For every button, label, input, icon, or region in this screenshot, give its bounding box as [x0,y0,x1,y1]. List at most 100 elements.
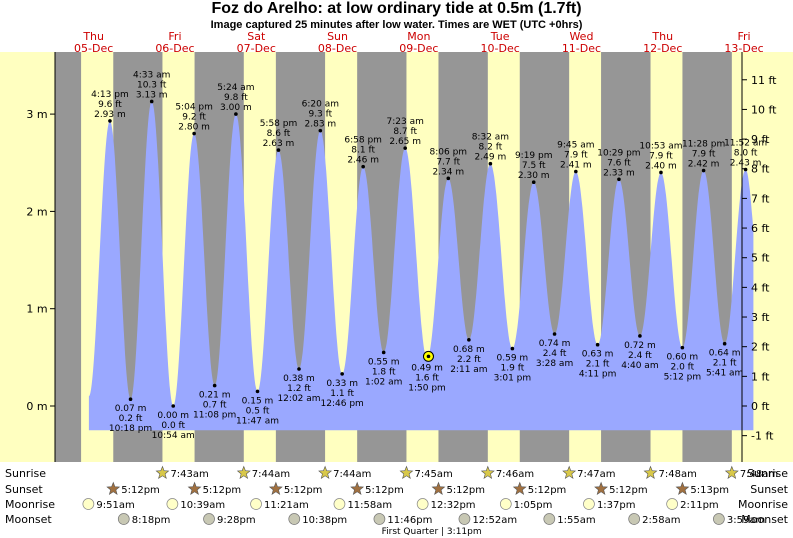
high-tide-point [192,131,196,136]
moonrise-icon [250,498,262,510]
low-tide-time: 1:50 pm [408,383,446,393]
high-tide-point [234,112,238,116]
high-tide-time: 7:23 am [387,117,424,127]
low-tide-m: 0.49 m [411,363,443,373]
low-tide-ft: 1.8 ft [372,367,396,377]
right-tick-label: 9 ft [751,133,770,146]
day-name: Tue [490,30,510,43]
sunrise-icon [562,465,577,479]
day-name: Fri [737,30,750,43]
high-tide-time: 4:13 pm [91,90,129,100]
sunset-icon [187,481,202,495]
sunrise-icon [643,465,658,479]
moonrise-icon [583,498,595,510]
right-tick-label: 3 ft [751,311,770,324]
day-date: 11-Dec [562,42,601,55]
right-tick-label: 10 ft [751,103,777,116]
low-tide-time: 1:02 am [365,377,402,387]
sunset-icon [594,481,608,495]
high-tide-ft: 7.7 ft [436,157,460,167]
moonset-icon [458,513,471,525]
moonset-time: 11:46pm [387,515,432,526]
low-tide-m: 0.15 m [242,396,274,406]
moonset-time: 1:55am [557,515,595,526]
moon-phase: First Quarter | 3:11pm [382,527,482,537]
low-tide-time: 11:08 pm [193,411,236,421]
high-tide-ft: 9.3 ft [308,110,332,120]
moonset-icon [713,513,725,525]
moonrise-time: 10:39am [180,500,225,511]
high-tide-ft: 7.9 ft [692,150,716,160]
moonset-time: 3:59am [727,515,765,526]
sunset-time: 5:13pm [690,485,729,496]
moonset-time: 8:18pm [132,515,171,526]
high-tide-time: 11:52 am [724,139,767,149]
low-tide-point [638,334,642,338]
sunset-icon [512,481,527,495]
low-tide-ft: 1.9 ft [501,364,525,374]
high-tide-ft: 7.5 ft [522,161,546,171]
moonset-icon [628,513,641,525]
low-tide-point [552,332,557,336]
high-tide-point [318,128,323,133]
high-tide-point [617,177,621,182]
high-tide-ft: 10.3 ft [137,80,167,90]
high-tide-ft: 9.8 ft [224,93,248,103]
high-tide-point [276,148,281,152]
sunrise-time: 7:45am [414,469,452,480]
high-tide-m: 2.30 m [518,171,550,181]
sunset-icon [350,481,365,495]
right-tick-label: 0 ft [751,400,770,413]
sunset-time: 5:12pm [446,485,485,496]
high-tide-time: 5:24 am [217,83,254,93]
row-label-sunset: Sunset [5,483,43,496]
day-name: Sun [327,30,348,43]
right-tick-label: 8 ft [751,163,770,176]
low-tide-ft: 0.5 ft [246,406,270,416]
high-tide-time: 8:32 am [472,133,509,143]
low-tide-ft: 2.4 ft [543,349,567,359]
moonrise-time: 12:32pm [431,500,476,511]
left-tick-label: 0 m [26,400,47,413]
sunrise-icon [318,465,333,479]
tide-area [88,101,754,431]
sunrise-icon [236,465,251,479]
moonset-icon [288,513,301,525]
sunset-icon [268,481,283,495]
low-tide-m: 0.74 m [539,339,571,349]
low-tide-point [510,346,515,351]
day-name: Fri [168,30,181,43]
sunrise-time: 7:44am [333,469,371,480]
high-tide-m: 2.63 m [263,139,295,149]
low-tide-m: 0.60 m [667,353,699,363]
sunrise-icon [480,465,495,479]
row-label-sunrise: Sunrise [5,467,46,480]
low-tide-point [595,342,600,347]
low-tide-ft: 1.2 ft [287,384,311,394]
sunrise-time: 7:48am [740,469,778,480]
low-tide-m: 0.33 m [326,379,358,389]
sunset-time: 5:12pm [365,485,404,496]
moonrise-time: 11:58am [347,500,392,511]
moonset-icon [203,513,215,525]
high-tide-time: 6:20 am [302,100,339,110]
low-tide-point [297,367,301,371]
low-tide-time: 12:02 am [277,394,320,404]
high-tide-point [659,170,663,175]
high-tide-time: 8:06 pm [430,147,468,157]
low-tide-m: 0.38 m [283,374,315,384]
sunset-time: 5:12pm [609,485,648,496]
high-tide-ft: 9.6 ft [98,100,122,110]
moonrise-time: 1:05pm [514,500,553,511]
low-tide-point [255,389,260,394]
low-tide-ft: 2.0 ft [671,363,695,373]
sunset-time: 5:12pm [284,485,323,496]
high-tide-point [531,180,536,185]
moonset-icon [373,513,386,525]
moonrise-icon [416,498,429,510]
high-tide-point [149,99,154,104]
sunset-icon [431,481,446,495]
high-tide-m: 2.41 m [560,161,592,171]
moonrise-time: 1:37pm [597,500,636,511]
low-tide-m: 0.21 m [199,391,231,401]
